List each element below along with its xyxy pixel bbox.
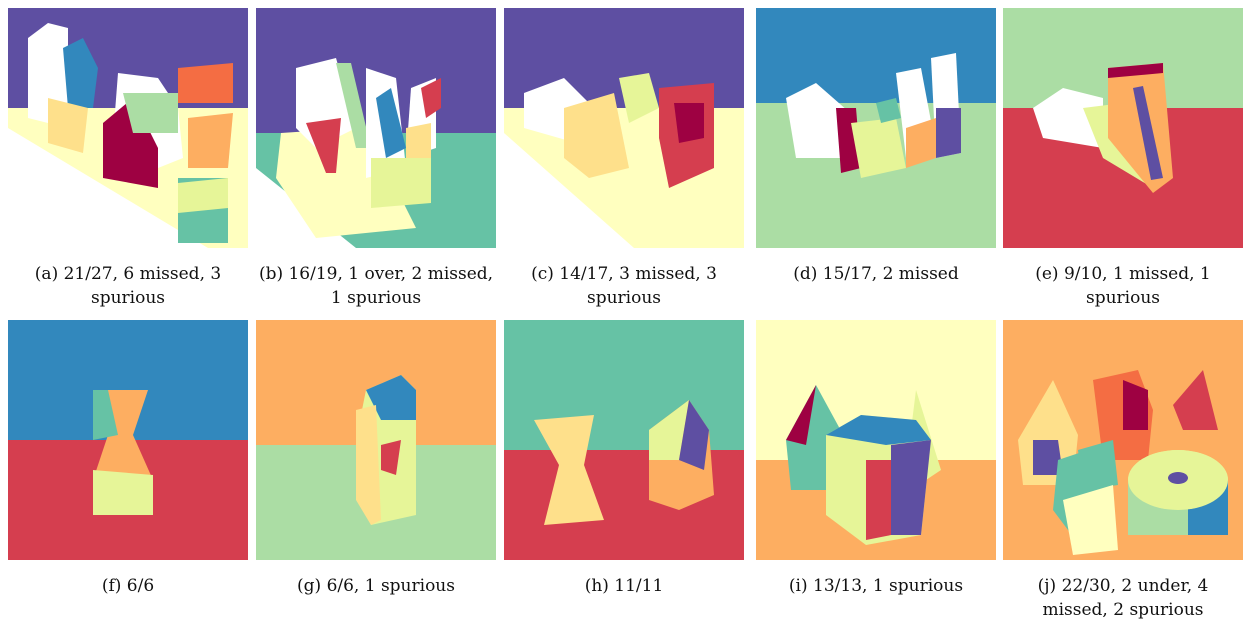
segmentation-image-c — [504, 8, 744, 248]
caption-b: (b) 16/19, 1 over, 2 missed, 1 spurious — [258, 264, 494, 308]
caption-e: (e) 9/10, 1 missed, 1 spurious — [1035, 264, 1211, 308]
segmentation-image-f — [8, 320, 248, 560]
segmentation-image-g — [256, 320, 496, 560]
segmentation-image-i — [756, 320, 996, 560]
panel-e: (e) 9/10, 1 missed, 1 spurious — [1003, 8, 1243, 310]
segmentation-image-h — [504, 320, 744, 560]
panel-h: (h) 11/11 — [504, 320, 744, 598]
panel-a: (a) 21/27, 6 missed, 3 spurious — [8, 8, 248, 310]
segmentation-image-e — [1003, 8, 1243, 248]
segmentation-image-b — [256, 8, 496, 248]
segmentation-image-d — [756, 8, 996, 248]
panel-g: (g) 6/6, 1 spurious — [256, 320, 496, 598]
caption-d: (d) 15/17, 2 missed — [793, 264, 959, 284]
panel-d: (d) 15/17, 2 missed — [756, 8, 996, 286]
panel-c: (c) 14/17, 3 missed, 3 spurious — [504, 8, 744, 310]
caption-c: (c) 14/17, 3 missed, 3 spurious — [531, 264, 717, 308]
panel-j: (j) 22/30, 2 under, 4 missed, 2 spurious — [1003, 320, 1243, 622]
panel-f: (f) 6/6 — [8, 320, 248, 598]
caption-j: (j) 22/30, 2 under, 4 missed, 2 spurious — [1037, 576, 1209, 620]
caption-g: (g) 6/6, 1 spurious — [297, 576, 455, 596]
caption-a: (a) 21/27, 6 missed, 3 spurious — [34, 264, 222, 308]
segmentation-image-j — [1003, 320, 1243, 560]
panel-b: (b) 16/19, 1 over, 2 missed, 1 spurious — [256, 8, 496, 310]
panel-i: (i) 13/13, 1 spurious — [756, 320, 996, 598]
caption-h: (h) 11/11 — [584, 576, 664, 596]
caption-i: (i) 13/13, 1 spurious — [788, 576, 964, 596]
caption-f: (f) 6/6 — [101, 576, 155, 596]
segmentation-image-a — [8, 8, 248, 248]
